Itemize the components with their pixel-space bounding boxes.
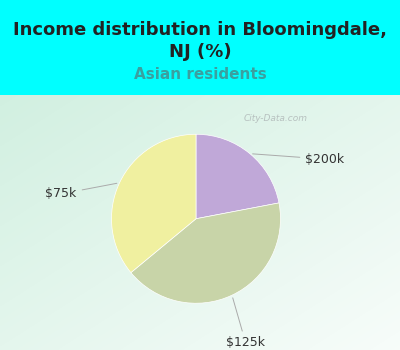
Text: Asian residents: Asian residents xyxy=(134,67,266,82)
Text: City-Data.com: City-Data.com xyxy=(244,114,308,124)
Text: $125k: $125k xyxy=(226,298,265,350)
Text: $200k: $200k xyxy=(253,153,344,166)
Text: Income distribution in Bloomingdale,
NJ (%): Income distribution in Bloomingdale, NJ … xyxy=(13,21,387,61)
Text: $75k: $75k xyxy=(46,183,117,201)
Wedge shape xyxy=(196,134,279,219)
Wedge shape xyxy=(131,203,280,303)
Wedge shape xyxy=(112,134,196,273)
